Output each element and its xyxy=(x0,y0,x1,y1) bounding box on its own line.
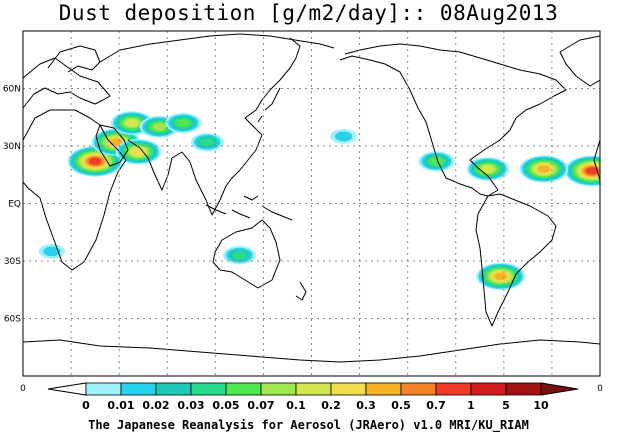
dust-region-sahara-west xyxy=(564,155,600,187)
map-frame xyxy=(22,30,601,377)
colorbar-tick-label: 5 xyxy=(502,399,510,412)
page-title: Dust deposition [g/m2/day]:: 08Aug2013 xyxy=(58,1,559,25)
colorbar-swatch xyxy=(85,382,122,396)
colorbar-swatch xyxy=(365,382,402,396)
lat-label: EQ xyxy=(8,200,21,210)
colorbar-tick-label: 0.03 xyxy=(177,399,204,412)
dust-contour xyxy=(334,131,353,142)
lon-label-right: 0 xyxy=(597,384,603,394)
colorbar-tick-label: 0.01 xyxy=(107,399,134,412)
colorbar-swatch xyxy=(470,382,507,396)
coast-antarctica xyxy=(23,339,600,363)
coast-siberia xyxy=(99,33,335,63)
colorbar-swatch xyxy=(225,382,262,396)
colorbar-tick-label: 0.1 xyxy=(286,399,306,412)
dust-contour xyxy=(43,246,61,257)
colorbar-tick-label: 0.3 xyxy=(356,399,376,412)
dust-region-atlantic-plume xyxy=(519,155,569,183)
dust-contour xyxy=(88,157,102,166)
colorbar-tick-label: 0.02 xyxy=(142,399,169,412)
coast-africa xyxy=(23,109,127,271)
colorbar-extend-low xyxy=(47,382,87,396)
coast-greenland xyxy=(559,35,600,87)
lat-label: 60S xyxy=(4,315,21,325)
dust-contour xyxy=(494,272,507,281)
dust-region-east-china xyxy=(190,133,224,152)
colorbar-swatch xyxy=(295,382,332,396)
colorbar: 0 0.01 0.02 0.03 0.05 0.07 0.1 0.2 0.3 0.5 0.7 1 5 10 xyxy=(47,382,579,412)
dust-region-thar xyxy=(115,139,162,165)
coast-new-zealand xyxy=(295,281,307,301)
coast-asia-south xyxy=(127,37,301,216)
lat-label: 30S xyxy=(4,257,21,267)
colorbar-swatch xyxy=(330,382,367,396)
dust-contour xyxy=(232,251,247,260)
dust-region-australia xyxy=(222,246,256,265)
coast-scandinavia xyxy=(47,45,101,73)
dust-contour xyxy=(152,122,166,131)
coast-australia xyxy=(212,219,281,289)
dust-contour xyxy=(537,165,551,173)
coast-europe xyxy=(23,57,111,109)
dust-contour xyxy=(481,165,495,173)
lat-label: 60N xyxy=(3,85,21,95)
colorbar-swatch xyxy=(435,382,472,396)
grid-lines xyxy=(23,31,600,376)
coast-arabia xyxy=(95,124,129,167)
coast-japan xyxy=(257,87,281,123)
dust-contour xyxy=(200,138,215,147)
dust-layer xyxy=(38,111,600,290)
colorbar-tick-label: 0.5 xyxy=(391,399,411,412)
dust-region-mexico xyxy=(418,151,455,172)
colorbar-tick-label: 0.05 xyxy=(212,399,239,412)
coast-africa-east xyxy=(593,139,600,181)
colorbar-swatch xyxy=(260,382,297,396)
dust-region-namibia xyxy=(38,244,66,259)
coast-north-america xyxy=(339,43,567,197)
dust-contour xyxy=(429,157,444,166)
colorbar-tick-label: 0 xyxy=(82,399,90,412)
map-panel: 60N 30N EQ 30S 60S 0 0 xyxy=(3,30,603,394)
colorbar-swatch xyxy=(190,382,227,396)
colorbar-tick-label: 0.2 xyxy=(321,399,341,412)
coast-south-america xyxy=(475,193,557,327)
dust-region-caribbean xyxy=(466,157,510,181)
dust-contour xyxy=(585,167,599,175)
coast-indonesia xyxy=(205,195,293,221)
coastlines xyxy=(23,33,600,363)
dust-region-mongolia xyxy=(165,113,202,133)
latitude-labels: 60N 30N EQ 30S 60S xyxy=(3,85,21,325)
lon-label-left: 0 xyxy=(20,384,26,394)
colorbar-swatch xyxy=(120,382,157,396)
lat-label: 30N xyxy=(3,142,21,152)
colorbar-tick-label: 10 xyxy=(533,399,549,412)
colorbar-swatch xyxy=(400,382,437,396)
colorbar-tick-label: 1 xyxy=(467,399,475,412)
colorbar-tick-label: 0.7 xyxy=(426,399,446,412)
colorbar-swatch xyxy=(505,382,542,396)
colorbar-swatch xyxy=(155,382,192,396)
footer-credit: The Japanese Reanalysis for Aerosol (JRA… xyxy=(88,418,529,432)
dust-contour xyxy=(125,119,139,127)
dust-region-north-pacific xyxy=(330,129,357,144)
dust-contour xyxy=(176,119,191,127)
colorbar-extend-high xyxy=(540,382,579,396)
dust-region-arabia xyxy=(67,145,123,177)
colorbar-tick-label: 0.07 xyxy=(247,399,274,412)
dust-region-patagonia xyxy=(476,262,526,290)
